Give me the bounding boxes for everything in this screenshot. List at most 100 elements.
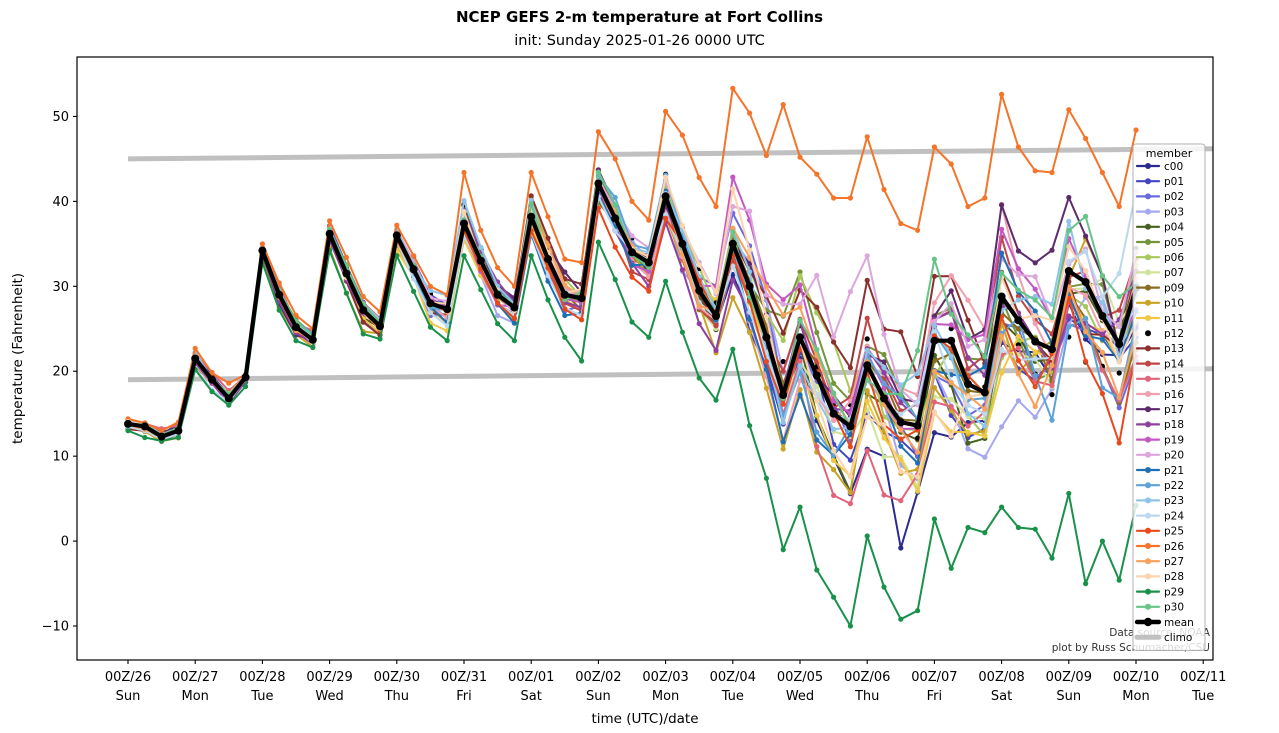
legend-item-p23[interactable]: p23 xyxy=(1135,495,1184,507)
x-tick-time: 00Z/06 xyxy=(844,670,890,685)
x-tick-time: 00Z/03 xyxy=(642,670,688,685)
chart-subtitle: init: Sunday 2025-01-26 0000 UTC xyxy=(514,33,765,49)
legend-marker xyxy=(1145,558,1151,565)
member-series-p26 xyxy=(125,85,1139,434)
legend-item-p20[interactable]: p20 xyxy=(1135,450,1184,462)
x-tick-time: 00Z/07 xyxy=(911,670,957,685)
x-tick-day: Fri xyxy=(927,689,943,704)
legend-item-p21[interactable]: p21 xyxy=(1135,465,1184,477)
legend-item-p16[interactable]: p16 xyxy=(1135,389,1184,401)
x-tick-time: 00Z/10 xyxy=(1113,670,1159,685)
x-tick-day: Thu xyxy=(384,689,409,704)
x-tick-day: Wed xyxy=(315,689,343,704)
legend-label: p29 xyxy=(1164,586,1184,598)
x-tick-time: 00Z/04 xyxy=(710,670,756,685)
legend-item-p11[interactable]: p11 xyxy=(1135,313,1184,325)
legend-label: p17 xyxy=(1164,404,1184,416)
legend-item-p09[interactable]: p09 xyxy=(1135,282,1184,294)
legend-label: p06 xyxy=(1164,252,1184,264)
legend-item-p04[interactable]: p04 xyxy=(1135,222,1184,234)
x-tick-time: 00Z/08 xyxy=(978,670,1024,685)
svg-text:40: 40 xyxy=(52,195,69,210)
legend-marker xyxy=(1145,239,1151,245)
legend-marker xyxy=(1145,436,1151,443)
x-tick-time: 00Z/05 xyxy=(777,670,823,685)
legend-label: p21 xyxy=(1164,465,1184,477)
legend-label: p25 xyxy=(1164,526,1184,538)
legend-label: p09 xyxy=(1164,282,1184,294)
axes xyxy=(73,56,1214,664)
legend-item-mean[interactable]: mean xyxy=(1134,617,1194,629)
legend-item-p18[interactable]: p18 xyxy=(1135,419,1184,431)
legend-item-p25[interactable]: p25 xyxy=(1135,526,1184,538)
x-tick-day: Sat xyxy=(521,689,542,704)
legend-marker xyxy=(1145,406,1151,413)
legend-marker xyxy=(1145,512,1151,519)
legend-item-p06[interactable]: p06 xyxy=(1135,252,1184,264)
legend-item-p19[interactable]: p19 xyxy=(1135,434,1184,446)
legend-marker xyxy=(1145,269,1151,276)
legend-marker xyxy=(1145,360,1151,367)
legend-title: member xyxy=(1146,147,1193,160)
x-tick-time: 00Z/30 xyxy=(374,670,420,685)
legend-item-climo[interactable]: climo xyxy=(1134,632,1192,644)
legend-marker xyxy=(1145,163,1151,169)
legend-marker xyxy=(1145,330,1151,337)
x-tick-day: Sun xyxy=(586,689,611,704)
legend-item-p05[interactable]: p05 xyxy=(1135,237,1184,249)
legend-item-p13[interactable]: p13 xyxy=(1135,343,1184,355)
legend-marker xyxy=(1145,451,1151,458)
legend-item-c00[interactable]: c00 xyxy=(1135,161,1183,173)
x-tick-time: 00Z/28 xyxy=(239,670,285,685)
x-axis-label: time (UTC)/date xyxy=(591,711,698,727)
legend-label: p26 xyxy=(1164,541,1184,553)
x-tick-day: Tue xyxy=(721,689,744,704)
legend-label: p12 xyxy=(1164,328,1184,340)
legend-label: p14 xyxy=(1164,358,1184,370)
x-tick-day: Sat xyxy=(991,689,1012,704)
legend-marker xyxy=(1145,178,1151,185)
legend-item-p12[interactable]: p12 xyxy=(1137,328,1184,340)
legend-item-p01[interactable]: p01 xyxy=(1135,176,1184,188)
legend-item-p10[interactable]: p10 xyxy=(1135,298,1184,310)
x-tick-time: 00Z/31 xyxy=(441,670,487,685)
legend-item-p17[interactable]: p17 xyxy=(1135,404,1184,416)
legend-item-p24[interactable]: p24 xyxy=(1135,510,1184,522)
legend-marker xyxy=(1145,603,1151,610)
legend-marker xyxy=(1145,543,1151,549)
x-tick-day: Mon xyxy=(1122,689,1149,704)
legend-item-p28[interactable]: p28 xyxy=(1135,571,1184,583)
x-tick-time: 00Z/01 xyxy=(508,670,554,685)
legend-item-p15[interactable]: p15 xyxy=(1135,374,1184,386)
chart-title: NCEP GEFS 2-m temperature at Fort Collin… xyxy=(455,8,823,26)
legend[interactable]: c00 p01 p02 p03 p04 p05 p06 p07 p09 p10 p11 p12 p13 p… xyxy=(1132,143,1206,651)
legend-item-p14[interactable]: p14 xyxy=(1135,358,1184,370)
legend-item-p02[interactable]: p02 xyxy=(1135,191,1184,203)
legend-item-p29[interactable]: p29 xyxy=(1135,586,1184,598)
legend-item-p22[interactable]: p22 xyxy=(1135,480,1184,492)
legend-marker xyxy=(1145,299,1151,306)
legend-label: p18 xyxy=(1164,419,1184,431)
legend-item-p27[interactable]: p27 xyxy=(1135,556,1184,568)
mean-series xyxy=(124,179,1140,441)
x-tick-time: 00Z/26 xyxy=(105,670,151,685)
legend-label: p23 xyxy=(1164,495,1184,507)
svg-text:20: 20 xyxy=(52,365,69,380)
x-tick-day: Fri xyxy=(456,689,472,704)
svg-text:10: 10 xyxy=(52,450,69,465)
legend-label: mean xyxy=(1164,617,1194,629)
legend-item-p26[interactable]: p26 xyxy=(1135,541,1184,553)
legend-label: p20 xyxy=(1164,450,1184,462)
legend-marker xyxy=(1145,345,1151,352)
x-tick-day: Sun xyxy=(116,689,141,704)
legend-item-p30[interactable]: p30 xyxy=(1135,602,1184,614)
legend-label: p02 xyxy=(1164,191,1184,203)
svg-text:−10: −10 xyxy=(42,620,69,635)
legend-marker xyxy=(1145,421,1151,428)
legend-item-p03[interactable]: p03 xyxy=(1135,206,1184,218)
legend-item-p07[interactable]: p07 xyxy=(1135,267,1184,279)
x-tick-day: Tue xyxy=(250,689,273,704)
x-tick-time: 00Z/11 xyxy=(1180,670,1226,685)
legend-label: p01 xyxy=(1164,176,1184,188)
